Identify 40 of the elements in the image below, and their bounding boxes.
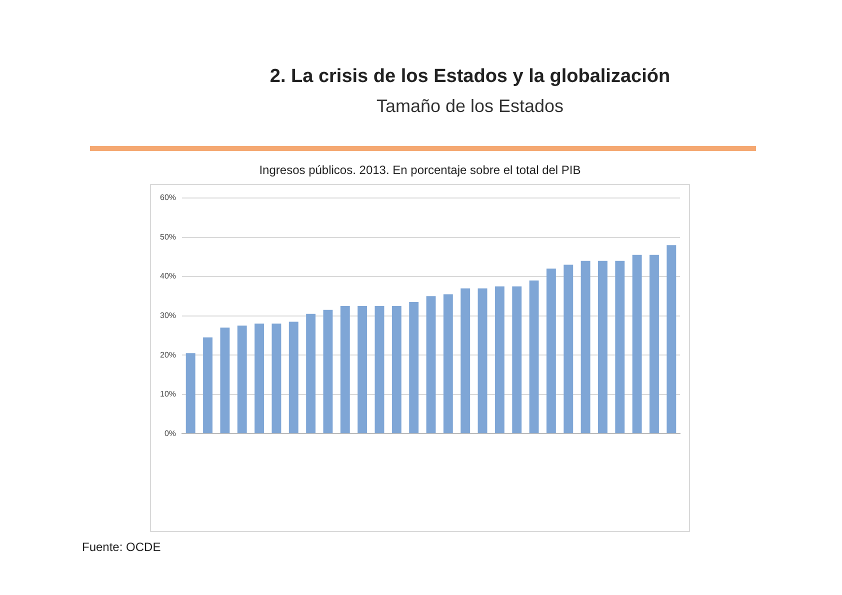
bar (340, 306, 350, 434)
chart-title: 2. La crisis de los Estados y la globalización (268, 66, 672, 88)
bar (323, 310, 333, 434)
text: Ingresos públicos. 2013. En porcentaje sobre el total del PIB (258, 163, 582, 177)
bar (494, 286, 504, 434)
bar (564, 264, 574, 434)
y-tick-label: 0% (164, 428, 176, 438)
bar (426, 296, 436, 434)
bar (512, 286, 522, 434)
chart-subtitle: Tamaño de los Estados (375, 96, 565, 117)
y-tick-label: 10% (160, 390, 176, 399)
y-tick-label: 50% (160, 232, 176, 242)
bar (220, 328, 230, 434)
y-tick-label: 40% (160, 272, 176, 281)
bar (632, 254, 642, 434)
bar (306, 314, 316, 434)
bar (392, 306, 402, 434)
bar (237, 326, 247, 434)
source-note: Fuente: OCDE (82, 540, 161, 554)
bar (598, 260, 608, 434)
bar (409, 302, 419, 434)
bar (443, 294, 453, 434)
bar (254, 324, 264, 434)
bar (203, 337, 212, 434)
bar (272, 324, 282, 434)
y-tick-label: 60% (160, 193, 176, 202)
bar (529, 280, 539, 434)
bar (460, 288, 470, 434)
bar (478, 288, 488, 434)
bar (288, 322, 298, 434)
bar (666, 245, 676, 434)
y-tick-label: 20% (160, 350, 176, 360)
bar (546, 268, 556, 434)
y-tick-label: 30% (160, 311, 176, 320)
bar (615, 260, 625, 434)
bar (650, 254, 659, 434)
bar (580, 260, 590, 434)
bar (374, 306, 384, 434)
bar (358, 306, 368, 434)
bar (186, 353, 196, 434)
